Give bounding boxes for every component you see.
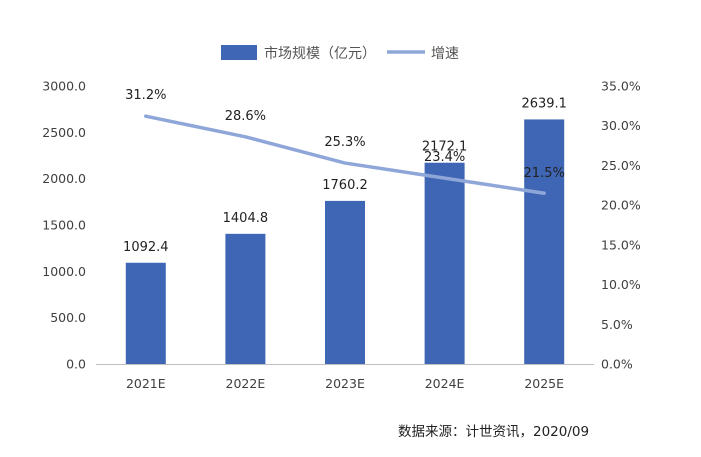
growth-data-label: 23.4% — [424, 150, 465, 165]
bar-data-labels: 1092.4 1404.8 1760.2 2172.1 2639.1 — [123, 96, 567, 254]
right-axis-tick-label: 25.0% — [601, 158, 641, 173]
x-axis-tick-label: 2025E — [524, 376, 564, 391]
legend-label-growth: 增速 — [431, 46, 459, 62]
right-axis-tick-label: 10.0% — [601, 277, 641, 292]
growth-line-series — [144, 114, 546, 195]
bar-data-label: 1092.4 — [123, 240, 169, 255]
bars — [125, 119, 565, 365]
growth-data-label: 31.2% — [125, 88, 166, 103]
left-axis-tick-label: 1500.0 — [42, 218, 86, 233]
legend-label-market-size: 市场规模（亿元） — [264, 45, 376, 62]
bar-data-label: 2172.1 — [422, 140, 468, 155]
growth-data-label: 28.6% — [225, 109, 266, 124]
right-axis-tick-label: 0.0% — [601, 357, 633, 372]
growth-line — [144, 114, 546, 195]
left-axis-ticks: 0.0 500.0 1000.0 1500.0 2000.0 2500.0 3000.0 — [42, 79, 86, 372]
left-axis-tick-label: 2000.0 — [42, 171, 86, 186]
x-axis-tick-label: 2023E — [325, 376, 365, 391]
right-axis-tick-label: 35.0% — [601, 79, 641, 94]
source-note: 数据来源：计世资讯，2020/09 — [398, 424, 590, 440]
bar — [524, 119, 565, 365]
x-axis-tick-label: 2021E — [126, 376, 166, 391]
x-axis-tick-label: 2024E — [425, 376, 465, 391]
right-axis-tick-label: 30.0% — [601, 118, 641, 133]
left-axis-tick-label: 0.0 — [66, 357, 86, 372]
left-axis-tick-label: 3000.0 — [42, 79, 86, 94]
x-axis-ticks: 2021E 2022E 2023E 2024E 2025E — [126, 376, 564, 391]
left-axis-tick-label: 500.0 — [50, 310, 86, 325]
bar-data-label: 1404.8 — [223, 211, 269, 226]
growth-data-label: 21.5% — [524, 166, 565, 181]
right-axis-tick-label: 15.0% — [601, 237, 641, 252]
legend: 市场规模（亿元） 增速 — [221, 45, 459, 62]
bar — [424, 162, 465, 364]
growth-data-label: 25.3% — [324, 135, 365, 150]
right-axis-tick-label: 20.0% — [601, 198, 641, 213]
bar — [225, 233, 266, 364]
legend-swatch-market-size — [221, 45, 257, 60]
left-axis-tick-label: 1000.0 — [42, 264, 86, 279]
right-axis-tick-label: 5.0% — [601, 317, 633, 332]
bar — [325, 200, 365, 364]
growth-data-labels: 31.2% 28.6% 25.3% 23.4% 21.5% — [125, 88, 565, 181]
left-axis-tick-label: 2500.0 — [42, 125, 86, 140]
bar-data-label: 1760.2 — [322, 178, 368, 193]
bar — [125, 262, 166, 364]
right-axis-ticks: 0.0% 5.0% 10.0% 15.0% 20.0% 25.0% 30.0% 35.0% — [601, 79, 641, 372]
x-axis-tick-label: 2022E — [226, 376, 266, 391]
bar-data-label: 2639.1 — [521, 96, 567, 111]
